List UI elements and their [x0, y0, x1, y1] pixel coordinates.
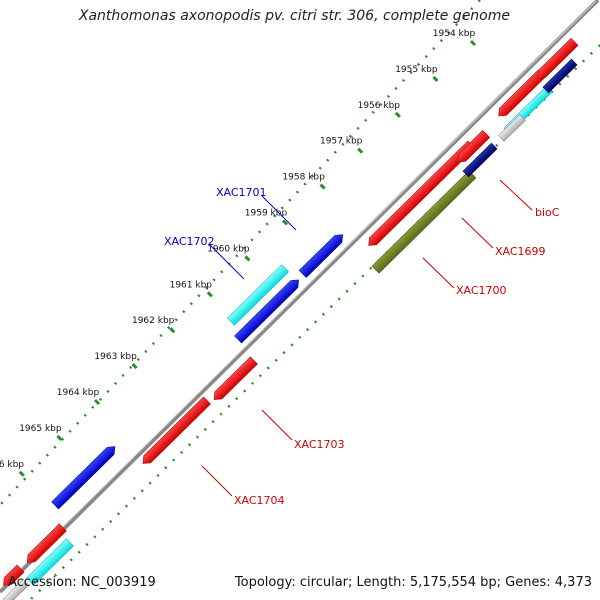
leader-bioc — [499, 179, 533, 211]
leader-xac1704 — [201, 465, 233, 497]
accession-text: Accession: NC_003919 — [8, 575, 156, 590]
gene-forward-blue-3[interactable] — [51, 443, 119, 510]
leader-xac1701 — [261, 195, 297, 231]
label-xac1703[interactable]: XAC1703 — [294, 438, 345, 451]
tick-mark — [394, 111, 401, 118]
gene-labels: XAC1701 XAC1702 bioC XAC1699 XAC1700 XAC… — [164, 186, 560, 507]
gene-reverse-gray-b[interactable] — [2, 578, 30, 600]
tick-group: 1954 kbp 1955 kbp 1956 kbp 1957 kbp 1958 kbp… — [0, 29, 477, 477]
tick-mark — [319, 183, 326, 190]
tick-label: 1965 kbp — [19, 424, 62, 434]
summary-text: Topology: circular; Length: 5,175,554 bp… — [234, 575, 592, 590]
tick-label: 1964 kbp — [57, 388, 100, 398]
gene-reverse-red-c[interactable] — [534, 37, 579, 82]
label-xac1701[interactable]: XAC1701 — [216, 186, 267, 199]
gene-xac1701[interactable] — [298, 231, 346, 278]
label-xac1702[interactable]: XAC1702 — [164, 235, 215, 248]
tick-label: 1961 kbp — [170, 280, 213, 290]
gene-xac1702[interactable] — [227, 264, 289, 326]
leader-xac1702 — [209, 244, 245, 280]
gene-reverse-cyan-b[interactable] — [26, 538, 74, 586]
gene-xac1703[interactable] — [211, 356, 258, 403]
tick-label: 1955 kbp — [395, 65, 438, 75]
tick-mark — [432, 75, 439, 82]
gene-reverse-navy[interactable] — [542, 58, 578, 94]
leader-xac1703 — [261, 409, 293, 441]
tick-mark — [244, 255, 251, 262]
tick-mark — [169, 327, 176, 334]
tick-mark — [206, 291, 213, 298]
tick-label: 1959 kbp — [245, 209, 288, 219]
tick-label: 1960 kbp — [207, 244, 250, 254]
label-xac1704[interactable]: XAC1704 — [234, 494, 285, 507]
gene-bioc[interactable] — [462, 142, 498, 178]
label-xac1700[interactable]: XAC1700 — [456, 284, 507, 297]
gene-xac1700[interactable] — [371, 170, 477, 274]
tick-label: 1962 kbp — [132, 316, 175, 326]
map-title: Xanthomonas axonopodis pv. citri str. 30… — [78, 8, 510, 24]
tick-label: 1957 kbp — [320, 137, 363, 147]
tick-label: 1956 kbp — [358, 101, 401, 111]
gene-reverse-red-e[interactable] — [0, 564, 25, 589]
gene-reverse-red-a[interactable] — [454, 130, 491, 165]
tick-mark — [469, 39, 477, 47]
tick-label: 1954 kbp — [433, 29, 476, 39]
tick-label: 1966 kbp — [0, 460, 24, 470]
leader-xac1700 — [422, 257, 455, 289]
gene-xac1704[interactable] — [139, 396, 211, 467]
label-xac1699[interactable]: XAC1699 — [495, 245, 546, 258]
tick-label: 1963 kbp — [94, 352, 137, 362]
tick-mark — [56, 434, 63, 441]
gene-forward-blue-2[interactable] — [234, 276, 303, 344]
genome-backbone-highlight — [0, 0, 597, 590]
gene-reverse-gray[interactable] — [498, 114, 526, 142]
tick-mark — [93, 398, 101, 406]
label-bioc[interactable]: bioC — [535, 206, 560, 219]
tick-label: 1958 kbp — [282, 173, 325, 183]
leader-lines — [201, 179, 533, 497]
tick-mark — [357, 147, 364, 154]
tick-mark — [131, 363, 138, 370]
leader-xac1699 — [461, 217, 494, 249]
gene-group — [0, 37, 579, 600]
tick-mark — [281, 219, 289, 226]
gene-reverse-red-d[interactable] — [24, 523, 67, 566]
tick-mark — [18, 470, 25, 477]
